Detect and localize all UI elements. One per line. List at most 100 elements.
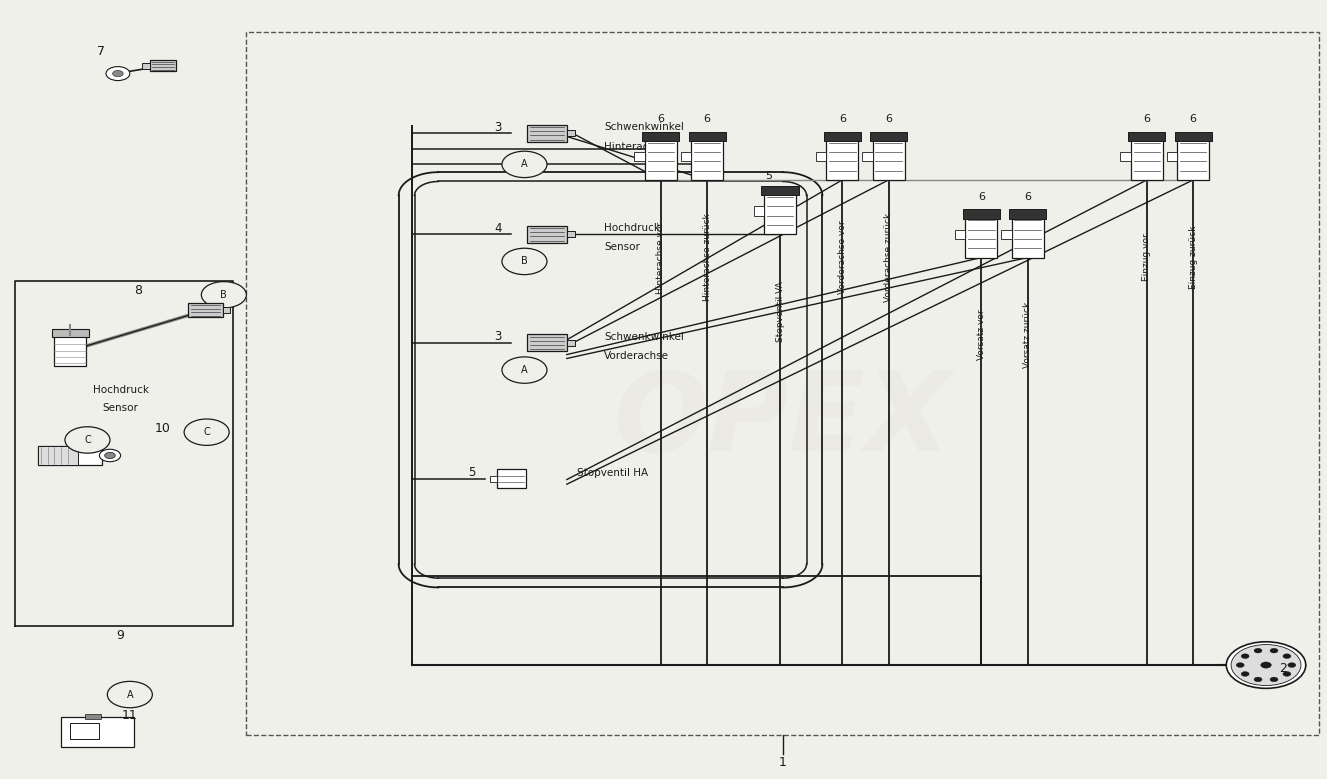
Bar (1166, 152, 1177, 161)
Text: 11: 11 (122, 709, 138, 722)
Text: 6: 6 (978, 192, 985, 202)
Circle shape (1254, 648, 1262, 653)
Circle shape (106, 66, 130, 80)
Bar (150, 61, 176, 71)
Bar (38, 446, 78, 465)
Circle shape (1283, 671, 1291, 676)
Text: Vorderachse zurück: Vorderachse zurück (884, 213, 893, 302)
Bar (689, 132, 726, 141)
Circle shape (65, 427, 110, 453)
Text: Stopventil HA: Stopventil HA (577, 467, 649, 478)
Text: 1: 1 (779, 756, 787, 769)
Bar (824, 132, 861, 141)
Text: 6: 6 (839, 114, 845, 124)
Text: B: B (220, 290, 227, 300)
Bar (1120, 152, 1131, 161)
Circle shape (184, 419, 230, 446)
Text: 8: 8 (134, 284, 142, 297)
Bar (1131, 133, 1162, 180)
Bar (754, 206, 764, 216)
Bar (816, 152, 827, 161)
Text: Hochdruck: Hochdruck (604, 223, 660, 233)
Text: 2: 2 (1279, 662, 1287, 675)
Text: 6: 6 (1024, 192, 1031, 202)
Circle shape (1254, 677, 1262, 682)
Text: Einzug zurück: Einzug zurück (1189, 226, 1198, 289)
Circle shape (100, 449, 121, 462)
Text: Hinterachse: Hinterachse (604, 142, 666, 152)
Circle shape (502, 151, 547, 178)
Text: 5: 5 (766, 171, 772, 181)
Bar (567, 231, 575, 238)
Bar (1001, 230, 1011, 239)
Bar (955, 230, 966, 239)
Circle shape (1261, 662, 1271, 668)
Bar (223, 307, 231, 313)
Bar (527, 334, 567, 351)
Text: A: A (522, 365, 528, 375)
Text: Schwenkwinkel: Schwenkwinkel (604, 122, 683, 132)
Text: 4: 4 (495, 221, 502, 234)
Text: Sensor: Sensor (604, 242, 640, 252)
Circle shape (502, 357, 547, 383)
Bar (691, 133, 723, 180)
Text: Sensor: Sensor (102, 403, 138, 413)
Bar (863, 152, 873, 161)
Text: 6: 6 (1190, 114, 1197, 124)
Circle shape (1283, 654, 1291, 658)
Circle shape (105, 453, 115, 459)
Circle shape (113, 70, 123, 76)
Bar (762, 186, 799, 196)
Bar (1174, 132, 1212, 141)
Bar (1128, 132, 1165, 141)
Bar (52, 329, 89, 337)
Text: 3: 3 (495, 121, 502, 134)
Text: Vorsatz vor: Vorsatz vor (977, 310, 986, 361)
Bar (490, 476, 496, 482)
Bar (85, 714, 101, 718)
Text: Schwenkwinkel: Schwenkwinkel (604, 332, 683, 342)
Circle shape (1237, 663, 1245, 668)
Text: Vorderachse vor: Vorderachse vor (837, 220, 847, 294)
Bar (871, 132, 908, 141)
Bar (873, 133, 905, 180)
Bar (1011, 211, 1043, 258)
Bar (142, 63, 150, 69)
Bar (567, 340, 575, 346)
Circle shape (1241, 654, 1249, 658)
Bar (764, 188, 796, 234)
Bar (70, 723, 100, 738)
Text: 10: 10 (155, 421, 171, 435)
Text: 6: 6 (1144, 114, 1151, 124)
Text: Vorsatz zurück: Vorsatz zurück (1023, 302, 1032, 368)
Bar (527, 125, 567, 142)
Text: C: C (203, 427, 210, 437)
Circle shape (107, 682, 153, 708)
Text: OPEX: OPEX (614, 367, 951, 474)
Text: 9: 9 (117, 629, 125, 642)
Circle shape (1289, 663, 1296, 668)
Bar (645, 133, 677, 180)
Text: A: A (522, 160, 528, 169)
Text: A: A (126, 689, 133, 700)
Text: 7: 7 (97, 45, 105, 58)
Circle shape (502, 249, 547, 275)
Text: 6: 6 (885, 114, 892, 124)
Text: 6: 6 (703, 114, 711, 124)
Bar (188, 303, 223, 317)
Bar (1177, 133, 1209, 180)
Text: Hinterachse zurück: Hinterachse zurück (703, 213, 711, 301)
Bar (567, 130, 575, 136)
Bar (1009, 210, 1046, 219)
Circle shape (1226, 642, 1306, 689)
Bar (527, 226, 567, 243)
Bar (642, 132, 679, 141)
Text: B: B (522, 256, 528, 266)
Bar (827, 133, 859, 180)
Circle shape (1270, 677, 1278, 682)
Bar (634, 152, 645, 161)
Text: Hinterachse vor: Hinterachse vor (657, 221, 665, 294)
Bar (963, 210, 999, 219)
Text: Hochdruck: Hochdruck (93, 385, 149, 394)
Circle shape (1270, 648, 1278, 653)
